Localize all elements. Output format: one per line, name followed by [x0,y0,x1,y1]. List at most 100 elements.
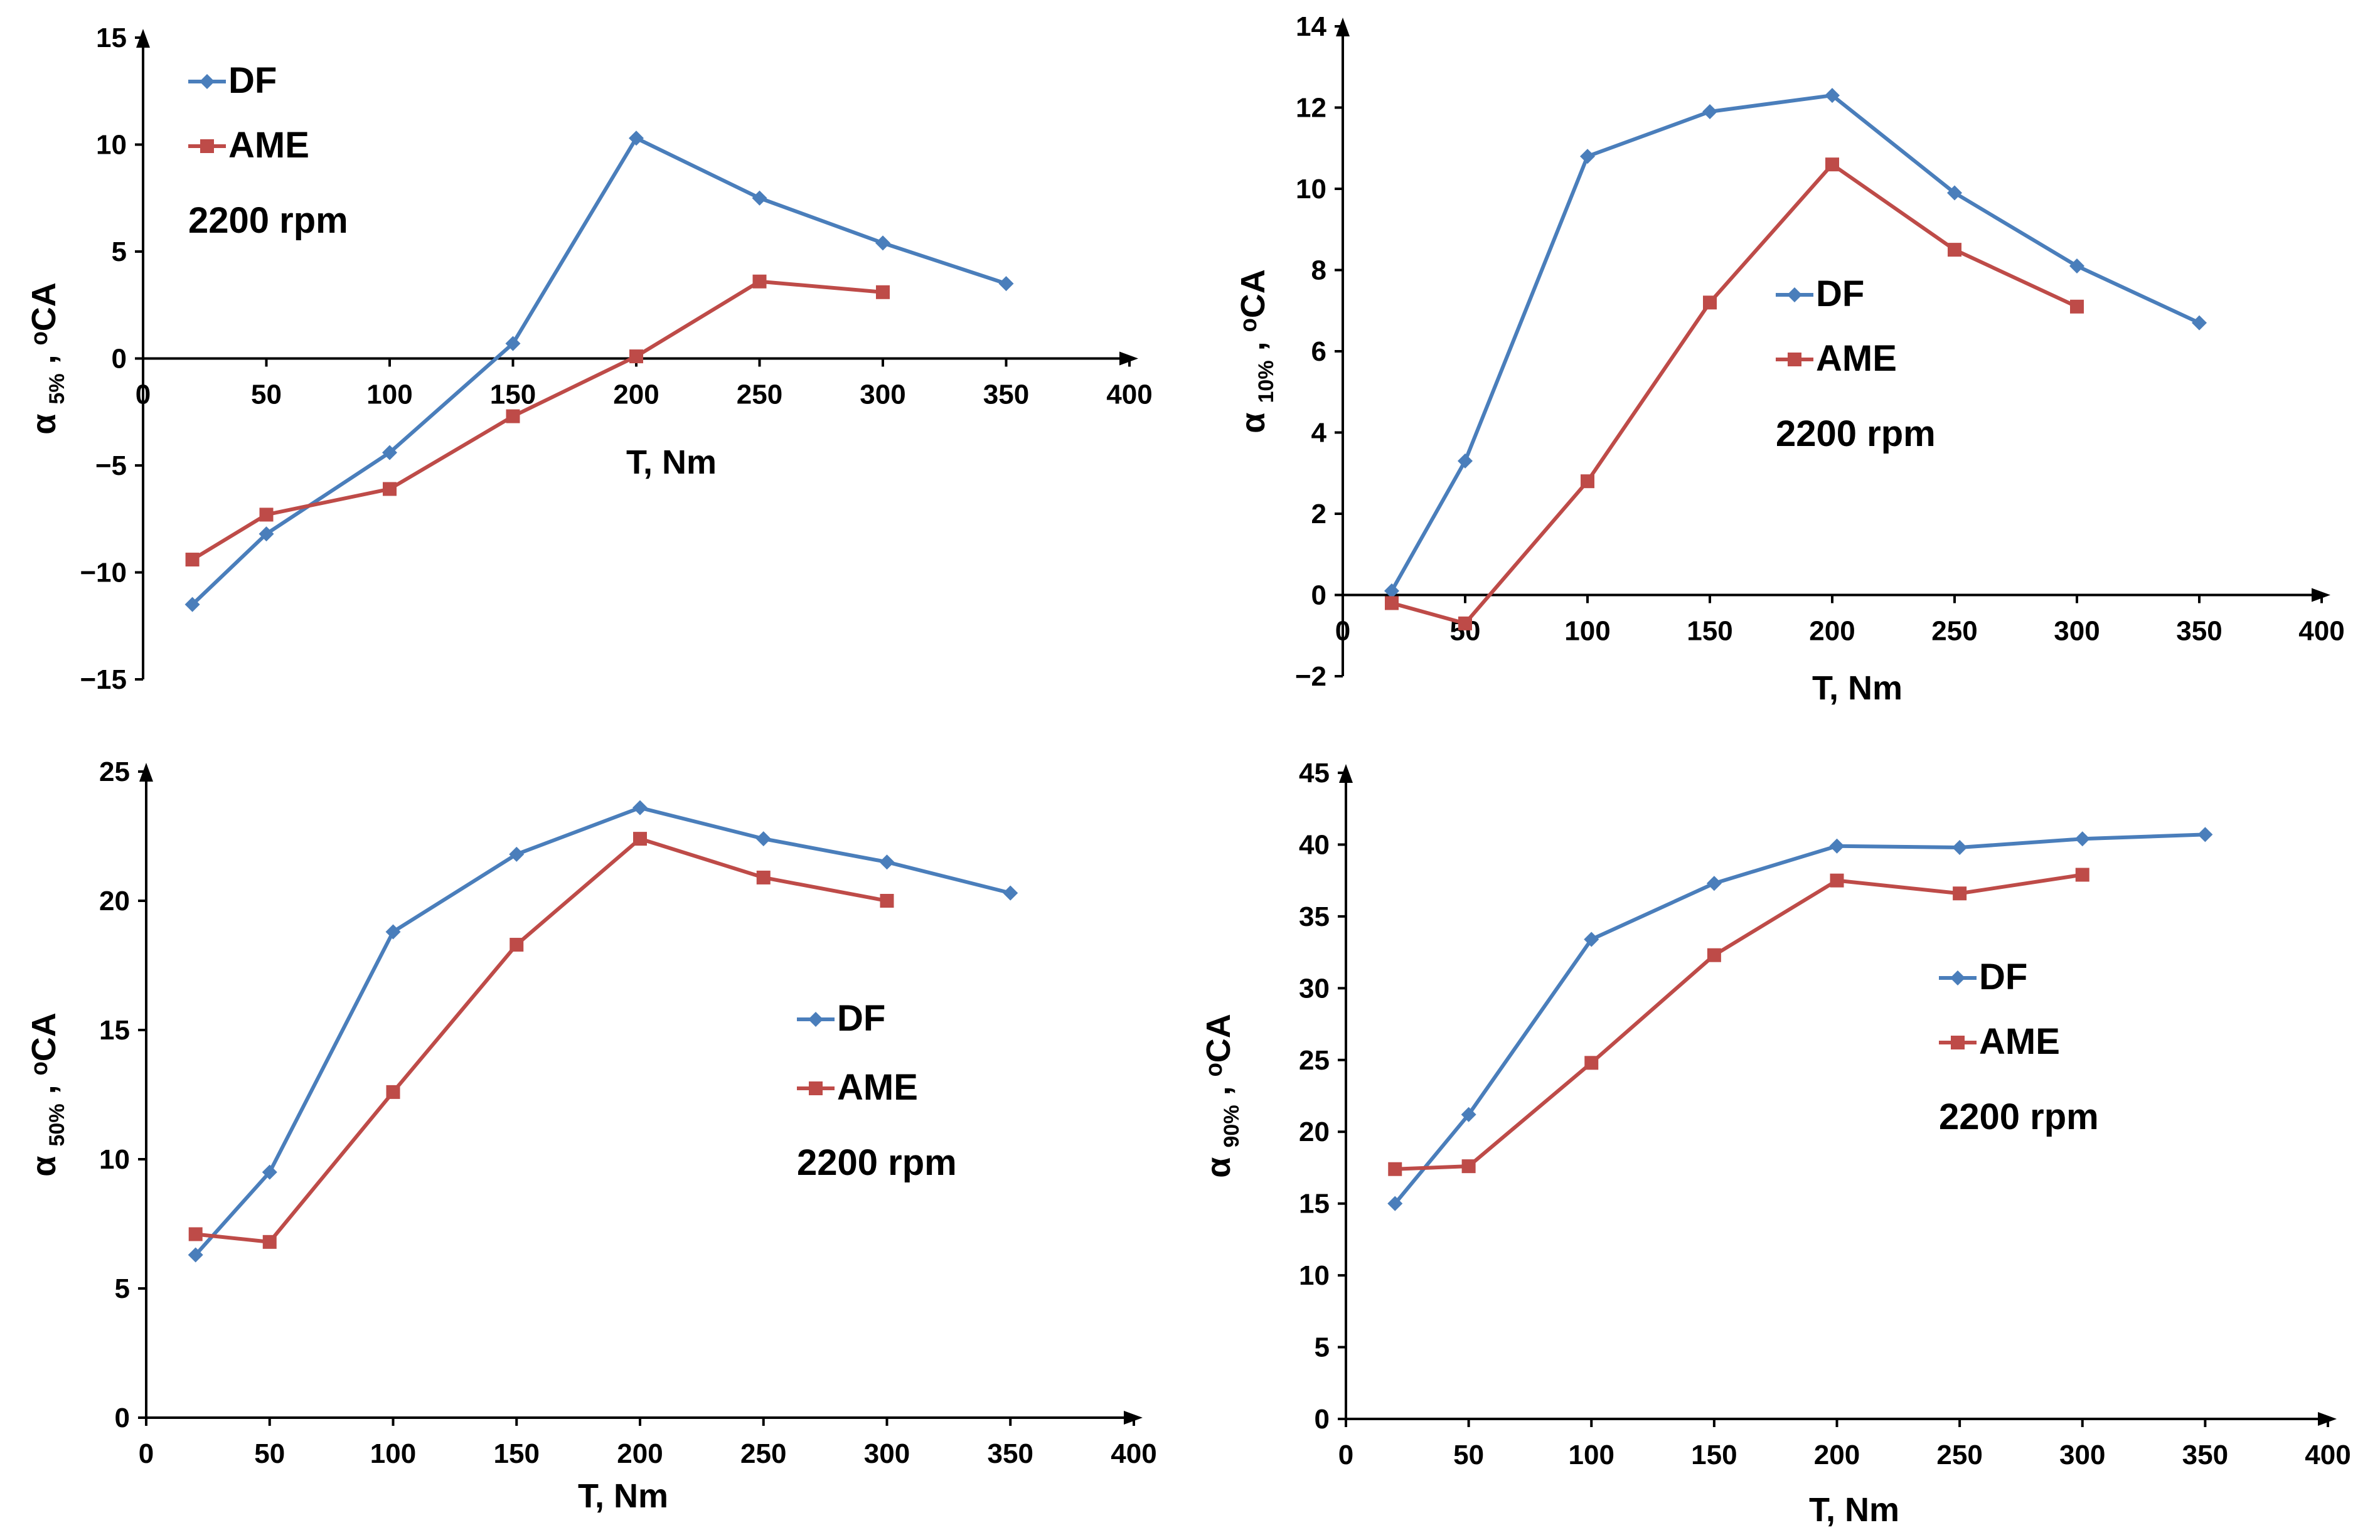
data-point-df [385,924,401,940]
legend-marker-df [1787,287,1802,302]
data-point-df [259,526,274,542]
y-tick-label: −10 [80,558,127,588]
data-point-ame [383,482,397,496]
y-tick-label: 5 [115,1273,130,1304]
series-line-ame [191,279,883,561]
data-point-df [1580,149,1595,164]
data-point-ame [1703,295,1717,310]
x-tick-label: 400 [2305,1440,2351,1470]
legend-label-df: DF [837,998,885,1039]
x-axis-label: T, Nm [1809,1491,1899,1529]
x-axis-label: T, Nm [626,443,717,481]
y-axis-label-sub: 5% [45,373,69,404]
y-axis-label-unit: , ᵒCA [1234,269,1272,360]
x-tick-label: 250 [737,380,782,410]
legend-marker-ame [1951,1036,1965,1049]
x-tick-label: 300 [864,1438,910,1469]
legend-speed-label: 2200 rpm [797,1142,957,1183]
series-df [184,130,1014,612]
y-tick-label: 10 [96,130,127,161]
y-tick-label: 10 [99,1144,130,1175]
x-tick-label: 300 [2059,1440,2105,1470]
y-axis-label-main: α [1200,1148,1237,1178]
series-line-ame [195,837,888,1244]
data-point-df [1584,932,1599,947]
legend: DF AME 2200 rpm [797,998,957,1183]
y-axis-label-unit: , ᵒCA [1200,1014,1237,1105]
data-point-ame [1388,1162,1402,1176]
legend-label-df: DF [1816,273,1864,314]
data-point-df [2192,315,2207,331]
data-point-ame [756,870,771,884]
data-point-ame [1458,616,1472,630]
x-tick-label: 100 [366,380,412,410]
legend-label-ame: AME [1816,338,1897,379]
x-tick-label: 150 [490,380,536,410]
legend-marker-ame [809,1081,823,1095]
data-point-df [755,831,771,847]
x-tick-label: 350 [2182,1440,2228,1470]
data-point-ame [1584,1056,1599,1070]
legend-label-df: DF [1979,957,2027,997]
x-tick-label: 100 [370,1438,416,1469]
x-tick-label: 250 [740,1438,786,1469]
chart-panel-4: 0 5 10 15 20 25 30 35 40 45 0 50 100 150 200 250 300 350 4… [1200,758,2351,1529]
y-axis-label-unit: , ᵒCA [25,282,63,373]
data-point-df [505,336,521,351]
series-line-df [194,805,1011,1256]
series-df [1387,827,2213,1211]
x-tick-label: 350 [2176,616,2222,647]
legend-marker-df [808,1012,823,1027]
y-axis-label-sub: 10% [1254,360,1278,403]
data-point-ame [629,349,643,364]
x-tick-label: 50 [1453,1440,1484,1470]
legend: DF AME 2200 rpm [1776,273,1936,454]
data-point-df [1003,885,1018,901]
y-axis-label: α 50% , ᵒCA [25,1012,69,1176]
legend-speed-label: 2200 rpm [1939,1097,2099,1137]
data-point-ame [1581,474,1594,489]
x-tick-label: 200 [1814,1440,1860,1470]
data-point-df [1947,185,1962,201]
data-point-ame [633,832,647,846]
x-tick-label: 150 [1691,1440,1737,1470]
x-tick-label: 50 [254,1438,285,1469]
x-tick-label: 400 [1106,380,1152,410]
y-tick-label: 15 [96,23,127,53]
data-point-ame [1953,886,1967,901]
x-tick-label: 200 [617,1438,663,1469]
y-tick-label: −5 [95,450,127,481]
y-tick-label: 4 [1311,418,1327,449]
y-tick-label: 6 [1311,336,1326,367]
y-tick-label: 0 [1315,1404,1330,1435]
data-point-ame [876,285,890,299]
y-axis-label-sub: 50% [45,1103,69,1146]
y-tick-label: 10 [1299,1260,1330,1291]
data-point-ame [259,507,274,522]
y-axis-label-main: α [25,1147,63,1177]
x-tick-label: 0 [136,380,151,410]
y-tick-label: 25 [1299,1045,1330,1076]
x-tick-label: 150 [494,1438,540,1469]
data-point-ame [386,1085,400,1099]
data-point-ame [2075,868,2089,882]
data-point-df [1829,838,1845,854]
data-point-df [1384,583,1399,599]
series-ame [1385,157,2084,630]
data-point-ame [1461,1159,1476,1174]
y-tick-label: −2 [1295,661,1326,692]
x-tick-label: 400 [2298,616,2344,647]
legend-label-ame: AME [228,125,309,166]
data-point-ame [1707,948,1721,962]
x-axis-label: T, Nm [1812,669,1902,707]
series-line-df [1390,93,2201,592]
y-tick-label: 0 [1311,580,1326,611]
y-tick-label: 20 [99,886,130,916]
legend-speed-label: 2200 rpm [188,200,348,241]
data-point-df [1702,104,1717,119]
x-tick-label: 0 [139,1438,154,1469]
data-point-df [2074,831,2090,847]
